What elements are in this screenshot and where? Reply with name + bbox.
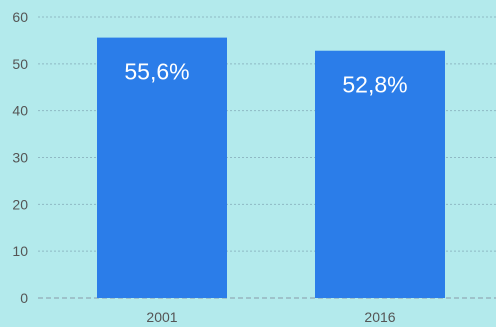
- x-tick-label-2016: 2016: [364, 309, 395, 325]
- y-tick-label-50: 50: [12, 56, 28, 72]
- bar-2001: [97, 37, 227, 299]
- y-axis-ticks: 0 10 20 30 40 50 60: [12, 9, 28, 306]
- y-tick-label-30: 30: [12, 150, 28, 166]
- y-tick-label-40: 40: [12, 103, 28, 119]
- y-tick-label-20: 20: [12, 196, 28, 212]
- y-tick-label-10: 10: [12, 243, 28, 259]
- bars: [97, 37, 445, 299]
- y-tick-label-0: 0: [20, 290, 28, 306]
- x-axis-ticks: 2001 2016: [146, 309, 395, 325]
- data-label-2016: 52,8%: [342, 72, 407, 98]
- data-label-2001: 55,6%: [124, 59, 189, 85]
- bar-2016: [315, 50, 445, 298]
- y-tick-label-60: 60: [12, 9, 28, 25]
- data-labels: 55,6% 52,8%: [124, 59, 407, 98]
- x-tick-label-2001: 2001: [146, 309, 177, 325]
